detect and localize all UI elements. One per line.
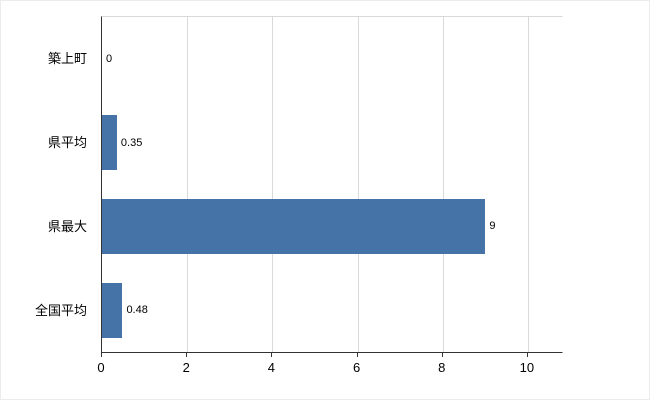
category-label: 築上町 — [47, 51, 87, 67]
bar-row: 0.35 — [102, 101, 562, 185]
tick-mark — [271, 352, 273, 357]
x-tick-label: 4 — [267, 360, 275, 375]
category-label: 県最大 — [47, 218, 87, 234]
bar-value-label: 0.48 — [126, 304, 148, 317]
tick-mark — [186, 352, 188, 357]
gridline — [442, 17, 444, 352]
bar — [102, 115, 117, 171]
y-axis-labels: 築上町 県平均 県最大 全国平均 — [1, 16, 93, 351]
x-tick-label: 10 — [519, 360, 535, 375]
bar-value-label: 9 — [489, 220, 496, 233]
bar — [102, 198, 486, 254]
bar-row: 9 — [102, 185, 562, 269]
tick-mark — [356, 352, 358, 357]
tick-mark — [441, 352, 443, 357]
x-axis: 0 2 4 6 8 10 — [97, 352, 561, 382]
bar-row: 0.48 — [102, 268, 562, 352]
category-label: 県平均 — [47, 135, 87, 151]
x-tick-label: 6 — [352, 360, 361, 375]
bar-value-label: 0.35 — [120, 136, 143, 149]
x-tick-label: 2 — [182, 360, 190, 375]
gridline — [357, 17, 359, 352]
gridline — [527, 17, 529, 352]
category-label: 全国平均 — [34, 302, 87, 318]
tick-mark — [101, 352, 102, 357]
bar-value-label: 0 — [106, 52, 113, 65]
bar — [102, 282, 123, 338]
tick-mark — [526, 352, 528, 357]
bar-row: 0 — [102, 17, 562, 101]
x-tick-label: 0 — [97, 360, 105, 375]
gridline — [187, 17, 189, 352]
gridline — [272, 17, 274, 352]
plot-area: 0 0.35 9 0.48 — [101, 16, 563, 353]
x-tick-label: 8 — [438, 360, 446, 375]
